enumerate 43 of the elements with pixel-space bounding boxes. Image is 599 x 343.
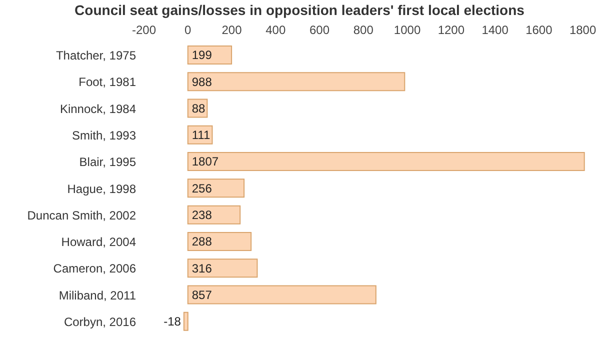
x-tick-label: 0 <box>184 23 192 37</box>
x-tick-label: 1600 <box>526 23 553 37</box>
x-tick-label: 1000 <box>394 23 421 37</box>
y-tick-label: Smith, 1993 <box>72 128 136 142</box>
data-label: 288 <box>192 234 212 249</box>
y-tick-label: Thatcher, 1975 <box>56 48 136 63</box>
chart-title: Council seat gains/losses in opposition leaders' first local elections <box>74 1 526 20</box>
bar <box>187 205 241 224</box>
bar <box>187 46 232 64</box>
data-label: 1807 <box>192 154 219 169</box>
y-tick-label: Corbyn, 2016 <box>64 314 136 329</box>
bar <box>187 258 258 278</box>
x-tick-label: 400 <box>266 23 286 37</box>
data-label: 199 <box>192 48 212 62</box>
data-label: 238 <box>192 208 212 222</box>
x-tick-label: 800 <box>353 23 374 37</box>
x-tick-label: 1800 <box>569 23 596 37</box>
bar <box>187 178 245 198</box>
data-label: -18 <box>164 314 182 329</box>
y-tick-label: Foot, 1981 <box>78 75 136 90</box>
bar <box>187 152 585 172</box>
x-tick-label: 1400 <box>482 23 509 37</box>
data-label: 88 <box>192 101 206 116</box>
y-tick-label: Hague, 1998 <box>67 182 136 196</box>
bar <box>183 312 188 331</box>
y-tick-label: Miliband, 2011 <box>58 288 136 302</box>
bar <box>187 72 406 92</box>
data-label: 111 <box>192 128 210 142</box>
x-tick-label: 200 <box>222 23 242 37</box>
y-tick-label: Duncan Smith, 2002 <box>27 208 136 222</box>
y-tick-label: Kinnock, 1984 <box>60 102 136 116</box>
data-label: 857 <box>192 288 212 302</box>
data-label: 256 <box>192 181 212 196</box>
data-label: 316 <box>192 261 212 276</box>
x-tick-label: 1200 <box>438 23 465 37</box>
x-tick-label: -200 <box>132 23 156 37</box>
y-tick-label: Howard, 2004 <box>61 235 136 250</box>
x-tick-label: 600 <box>310 23 330 37</box>
data-label: 988 <box>192 74 212 89</box>
bar <box>187 232 252 251</box>
y-tick-label: Blair, 1995 <box>79 155 136 170</box>
y-tick-label: Cameron, 2006 <box>53 262 136 276</box>
bar <box>187 285 376 304</box>
